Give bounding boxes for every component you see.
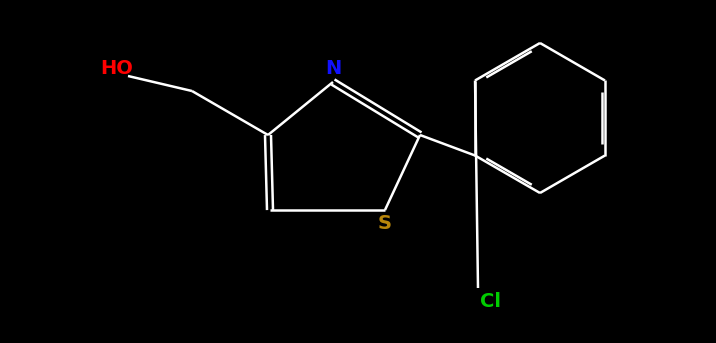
- Text: S: S: [378, 214, 392, 233]
- Text: N: N: [325, 59, 341, 78]
- Text: Cl: Cl: [480, 292, 501, 311]
- Text: HO: HO: [100, 59, 133, 78]
